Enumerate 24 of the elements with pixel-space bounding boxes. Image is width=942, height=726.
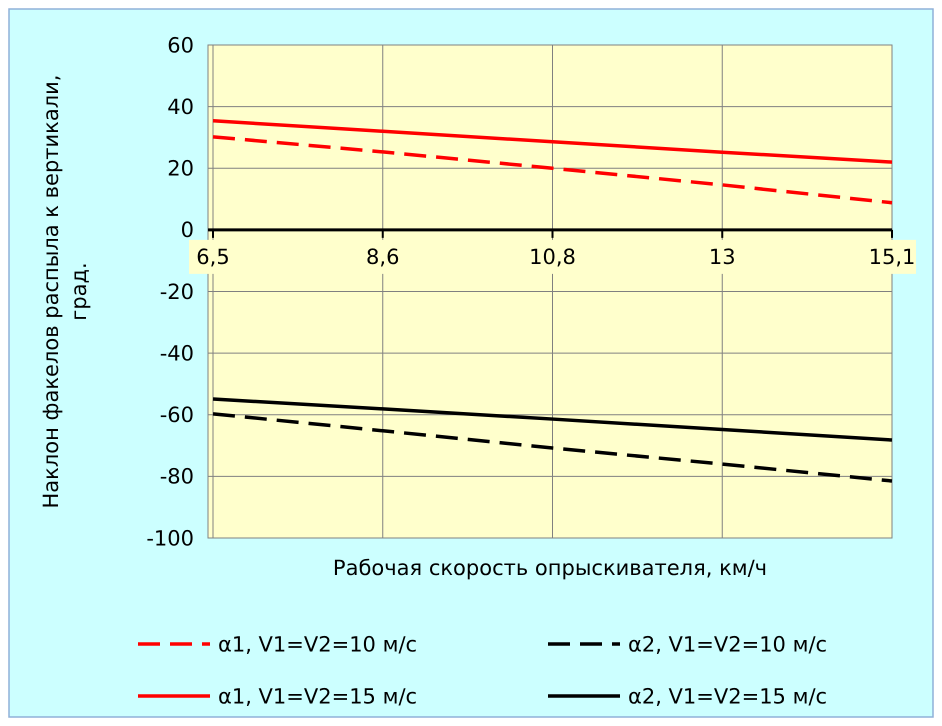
legend-label: α1, V1=V2=15 м/с [218, 684, 418, 708]
x-axis-title: Рабочая скорость опрыскивателя, км/ч [332, 556, 768, 580]
y-tick-label: -20 [160, 280, 194, 304]
x-tick-label: 13 [708, 244, 736, 269]
y-tick-label: 60 [167, 33, 194, 58]
y-tick-label: -40 [160, 341, 194, 366]
y-tick-label: 0 [180, 218, 194, 242]
y-tick-label: 20 [167, 156, 194, 181]
legend-label: α2, V1=V2=15 м/с [628, 684, 828, 708]
line-series [211, 119, 894, 164]
x-tick-label: 6,5 [196, 244, 230, 269]
x-tick-label: 15,1 [868, 244, 916, 269]
y-tick-label: -60 [160, 403, 194, 428]
y-axis-title: Наклон факелов распыла к вертикали, град. [39, 74, 91, 508]
legend-label: α2, V1=V2=10 м/с [628, 632, 828, 656]
y-tick-label: 40 [167, 94, 194, 119]
legend-label: α1, V1=V2=10 м/с [218, 632, 418, 656]
x-tick-label: 8,6 [366, 244, 400, 269]
y-tick-label: -100 [146, 526, 194, 550]
line-series [211, 397, 894, 442]
x-tick-label: 10,8 [529, 244, 576, 269]
line-series [211, 412, 894, 483]
line-series [211, 135, 894, 205]
y-tick-label: -80 [160, 464, 194, 489]
